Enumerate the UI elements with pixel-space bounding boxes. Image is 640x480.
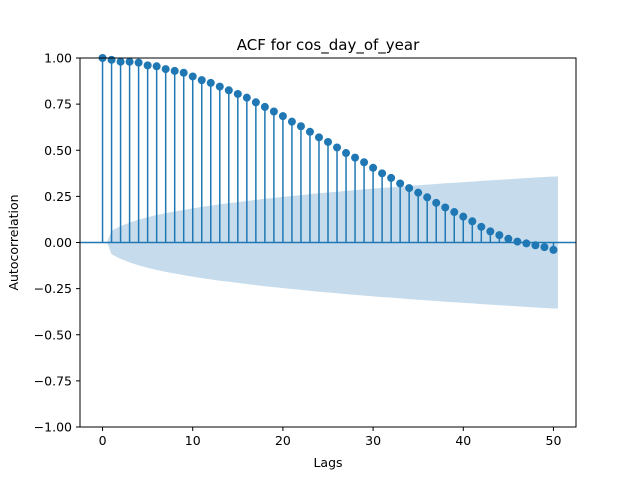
acf-point	[540, 243, 549, 252]
acf-point	[197, 76, 206, 85]
acf-point	[116, 57, 125, 66]
acf-point	[134, 58, 143, 67]
acf-point	[152, 62, 161, 71]
acf-point	[549, 245, 558, 254]
acf-point	[143, 61, 152, 70]
acf-point	[405, 184, 414, 193]
y-tick-label: −0.75	[34, 373, 72, 388]
y-tick-label: 1.00	[44, 51, 72, 66]
acf-point	[513, 237, 522, 246]
acf-point	[396, 179, 405, 188]
acf-point	[161, 65, 170, 74]
chart-title: ACF for cos_day_of_year	[237, 36, 420, 55]
acf-point	[441, 203, 450, 212]
acf-point	[215, 82, 224, 91]
y-tick-label: −1.00	[34, 420, 72, 435]
acf-point	[387, 173, 396, 182]
acf-point	[423, 193, 432, 202]
acf-point	[378, 169, 387, 178]
acf-point	[468, 217, 477, 226]
acf-point	[296, 122, 305, 131]
acf-point	[278, 112, 287, 121]
y-tick-label: 0.25	[44, 189, 72, 204]
y-axis-label: Autocorrelation	[6, 194, 21, 290]
acf-point	[251, 98, 260, 107]
acf-point	[260, 102, 269, 111]
acf-point	[342, 149, 351, 158]
acf-point	[477, 222, 486, 231]
acf-point	[504, 234, 513, 243]
acf-point	[486, 227, 495, 236]
acf-point	[170, 66, 179, 75]
acf-point	[450, 208, 459, 217]
acf-point	[233, 89, 242, 98]
acf-point	[369, 163, 378, 172]
acf-point	[414, 188, 423, 197]
acf-point	[305, 127, 314, 136]
acf-point	[242, 93, 251, 102]
acf-point	[179, 68, 188, 77]
x-tick-label: 0	[99, 433, 107, 448]
acf-point	[522, 239, 531, 248]
acf-point	[495, 231, 504, 240]
x-axis-label: Lags	[313, 455, 342, 470]
acf-point	[531, 241, 540, 250]
acf-point	[314, 133, 323, 142]
acf-point	[224, 86, 233, 95]
acf-point	[360, 158, 369, 167]
acf-point	[351, 153, 360, 162]
x-axis-ticks: 0 10 20 30 40 50	[99, 427, 562, 448]
acf-point	[125, 57, 134, 66]
acf-point	[287, 117, 296, 126]
y-tick-label: 0.00	[44, 235, 72, 250]
y-tick-label: 0.50	[44, 143, 72, 158]
acf-point	[206, 78, 215, 87]
acf-point	[333, 143, 342, 152]
acf-point	[459, 212, 468, 221]
y-tick-label: −0.25	[34, 281, 72, 296]
y-axis-ticks: 1.00 0.75 0.50 0.25 0.00 −0.25 −0.50 −0.75 −1.00	[34, 51, 80, 435]
acf-point	[107, 55, 116, 64]
x-tick-label: 20	[275, 433, 291, 448]
acf-point	[432, 198, 441, 207]
acf-point	[188, 72, 197, 81]
x-tick-label: 40	[455, 433, 471, 448]
acf-point	[269, 107, 278, 116]
y-tick-label: −0.50	[34, 327, 72, 342]
x-tick-label: 30	[365, 433, 381, 448]
x-tick-label: 10	[185, 433, 201, 448]
marker-layer	[98, 54, 558, 254]
x-tick-label: 50	[546, 433, 562, 448]
y-tick-label: 0.75	[44, 97, 72, 112]
acf-point	[324, 137, 332, 146]
stem-layer	[101, 58, 555, 250]
